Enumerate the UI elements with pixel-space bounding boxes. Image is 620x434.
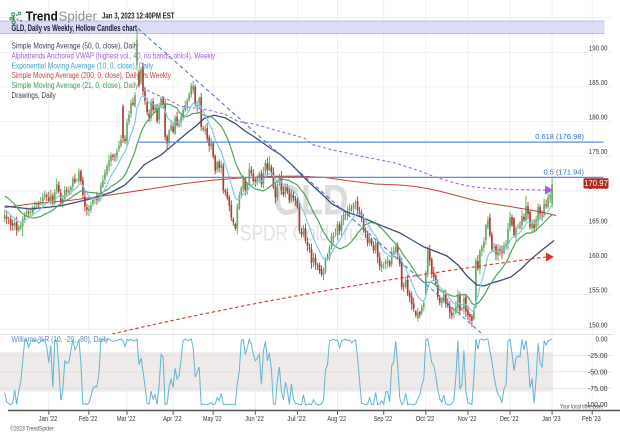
svg-text:Feb '23: Feb '23 [582,414,601,423]
svg-text:Oct '22: Oct '22 [416,414,435,423]
svg-text:0.00: 0.00 [596,334,608,343]
svg-text:180.00: 180.00 [589,113,608,122]
svg-text:Williams %R (10, -20, -80), Da: Williams %R (10, -20, -80), Daily [12,335,109,344]
svg-text:-25.00: -25.00 [588,351,608,360]
svg-text:Jul '22: Jul '22 [287,414,306,423]
svg-text:Spider: Spider [59,10,98,24]
svg-text:Jan '23: Jan '23 [542,414,561,423]
svg-text:160.00: 160.00 [589,251,608,260]
svg-text:170.97: 170.97 [584,179,608,188]
svg-text:Simple Moving Average (50, 0,: Simple Moving Average (50, 0, close), Da… [12,41,140,51]
svg-text:Dec '22: Dec '22 [500,414,519,423]
svg-text:©2023 TrendSpider: ©2023 TrendSpider [10,426,54,433]
svg-text:165.00: 165.00 [589,216,608,225]
svg-text:Sep '22: Sep '22 [374,414,393,423]
svg-text:Feb '22: Feb '22 [79,414,98,423]
svg-text:Trend: Trend [26,10,58,24]
svg-text:0.5 (171.94): 0.5 (171.94) [544,167,585,176]
svg-text:190.00: 190.00 [589,43,608,52]
svg-text:-75.00: -75.00 [588,384,608,393]
svg-text:175.00: 175.00 [589,147,608,156]
svg-text:Mar '22: Mar '22 [117,414,136,423]
svg-text:185.00: 185.00 [589,78,608,87]
svg-text:Apr '22: Apr '22 [163,414,182,423]
svg-text:Nov '22: Nov '22 [458,414,477,423]
svg-text:Simple Moving Average (200, 0,: Simple Moving Average (200, 0, close), D… [12,70,172,80]
svg-text:May '22: May '22 [203,414,222,423]
svg-text:Drawings, Daily: Drawings, Daily [12,90,57,100]
svg-text:Simple Moving Average (21, 0,: Simple Moving Average (21, 0, close), Da… [12,80,140,90]
svg-text:Jun '22: Jun '22 [245,414,264,423]
svg-text:Exponential Moving Average (10: Exponential Moving Average (10, 0, close… [12,60,154,70]
svg-text:Jan '22: Jan '22 [39,414,58,423]
svg-text:Alphatrends Anchored VWAP (hig: Alphatrends Anchored VWAP (highest vol.,… [12,51,216,61]
svg-text:Your local time zone: Your local time zone [560,404,603,411]
svg-text:150.00: 150.00 [589,320,608,329]
svg-text:Aug '22: Aug '22 [327,414,346,423]
svg-text:-50.00: -50.00 [588,367,608,376]
svg-text:-100.00: -100.00 [585,400,608,409]
svg-text:GLD, Daily vs Weekly, Hollow C: GLD, Daily vs Weekly, Hollow Candles cha… [12,23,138,33]
svg-text:0.618 (176.98): 0.618 (176.98) [535,132,584,141]
svg-text:155.00: 155.00 [589,286,608,295]
svg-text:Jan 3, 2023 12:40PM EST: Jan 3, 2023 12:40PM EST [102,12,175,21]
